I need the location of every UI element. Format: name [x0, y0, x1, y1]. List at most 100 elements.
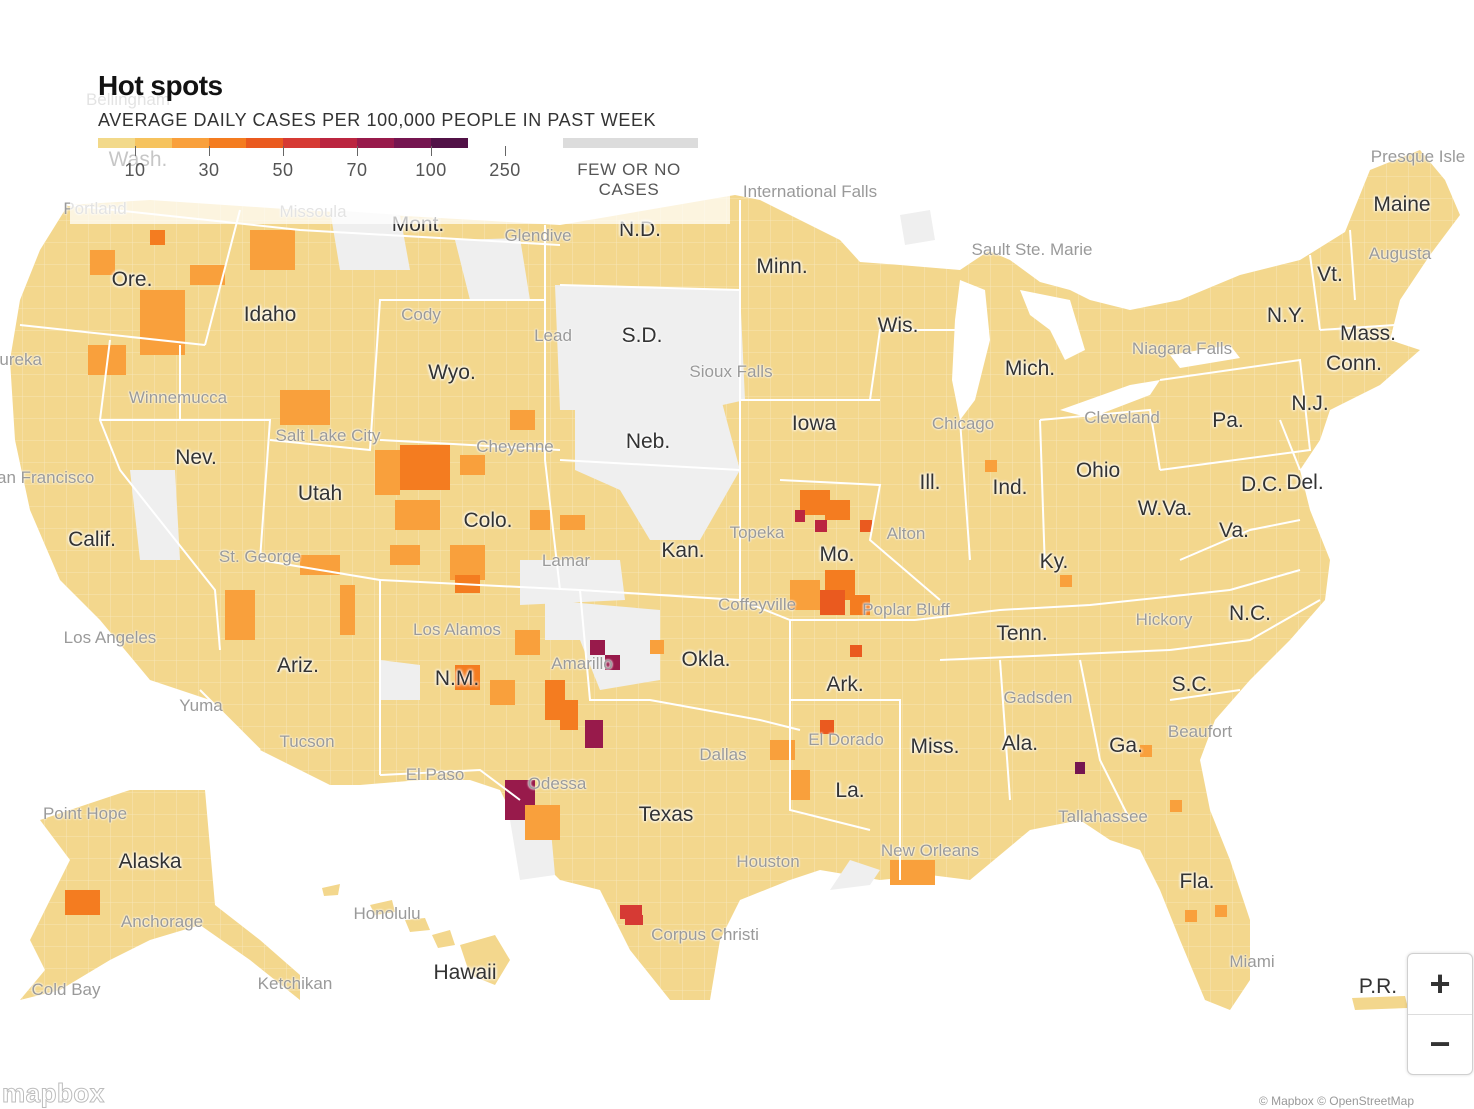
hotspot-county[interactable]: [850, 645, 862, 657]
hotspot-county[interactable]: [560, 700, 578, 730]
city-label-sioux: Sioux Falls: [689, 362, 773, 381]
state-label-hawaii: Hawaii: [433, 961, 497, 984]
hotspot-county[interactable]: [590, 640, 605, 655]
hotspot-county[interactable]: [1075, 762, 1085, 774]
hotspot-county[interactable]: [795, 510, 805, 522]
city-label-intl-falls: International Falls: [742, 182, 878, 201]
legend-swatch: [246, 138, 283, 148]
city-label-odessa: Odessa: [527, 774, 587, 793]
hotspot-county[interactable]: [1140, 745, 1152, 757]
hotspot-county[interactable]: [395, 500, 440, 530]
hotspot-county[interactable]: [400, 445, 450, 490]
city-label-chicago: Chicago: [931, 414, 995, 433]
state-label-nebraska: Neb.: [625, 430, 671, 453]
hotspot-county[interactable]: [560, 515, 585, 530]
city-label-eureka: Eureka: [0, 350, 42, 369]
hotspot-county[interactable]: [770, 740, 795, 760]
hotspot-county[interactable]: [510, 410, 535, 430]
state-label-pr: P.R.: [1358, 975, 1398, 998]
hotspot-county[interactable]: [1185, 910, 1197, 922]
hotspot-county[interactable]: [90, 250, 115, 275]
state-label-oregon: Ore.: [111, 268, 153, 291]
state-label-wva: W.Va.: [1137, 497, 1193, 520]
hotspot-county[interactable]: [585, 720, 603, 748]
hotspot-county[interactable]: [605, 655, 620, 670]
hotspot-county[interactable]: [300, 555, 340, 575]
hawaii[interactable]: [322, 884, 510, 985]
state-label-indiana: Ind.: [992, 476, 1028, 499]
legend-title: Hot spots: [98, 70, 223, 101]
hotspot-county[interactable]: [150, 230, 165, 245]
legend-few-cases-label: FEW OR NO CASES: [577, 160, 681, 199]
city-label-cheyenne: Cheyenne: [476, 437, 554, 456]
hotspot-county[interactable]: [650, 640, 664, 654]
state-label-iowa: Iowa: [791, 412, 837, 435]
map-attribution[interactable]: © Mapbox © OpenStreetMap: [1258, 1094, 1414, 1108]
city-label-niagara: Niagara Falls: [1131, 339, 1233, 358]
hotspot-county[interactable]: [1170, 800, 1182, 812]
hotspot-counties[interactable]: [65, 230, 1227, 925]
legend-tick-mark: [135, 146, 136, 156]
hotspot-county[interactable]: [820, 720, 834, 734]
hotspot-county[interactable]: [375, 450, 400, 495]
hotspot-county[interactable]: [985, 460, 997, 472]
hotspot-county[interactable]: [860, 520, 872, 532]
hotspot-county[interactable]: [455, 665, 480, 690]
state-label-nevada: Nev.: [175, 446, 217, 469]
zoom-in-button[interactable]: +: [1408, 954, 1472, 1015]
puerto-rico[interactable]: [1352, 996, 1408, 1010]
city-label-amarillo: Amarillo: [551, 654, 613, 673]
hotspot-county[interactable]: [190, 265, 225, 285]
hotspot-county[interactable]: [525, 805, 560, 840]
hotspot-county[interactable]: [790, 770, 810, 800]
hotspot-county[interactable]: [250, 230, 295, 270]
city-label-la: Los Angeles: [63, 628, 157, 647]
hotspot-county[interactable]: [490, 680, 515, 705]
state-label-mass: Mass.: [1339, 322, 1397, 345]
hotspot-county[interactable]: [890, 860, 935, 885]
hotspot-county[interactable]: [1215, 905, 1227, 917]
state-label-utah: Utah: [297, 482, 343, 505]
legend-tick-mark: [283, 146, 284, 156]
hotspot-county[interactable]: [515, 630, 540, 655]
hotspot-county[interactable]: [850, 595, 870, 615]
state-label-michigan: Mich.: [1004, 357, 1056, 380]
hotspot-county[interactable]: [390, 545, 420, 565]
state-label-arkansas: Ark.: [826, 673, 864, 696]
hotspot-county[interactable]: [1060, 575, 1072, 587]
state-label-oklahoma: Okla.: [681, 648, 731, 671]
hotspot-county[interactable]: [340, 585, 355, 635]
city-label-hickory: Hickory: [1135, 610, 1193, 629]
city-label-lamar: Lamar: [541, 551, 591, 570]
city-label-topeka: Topeka: [729, 523, 785, 542]
state-label-sc: S.C.: [1171, 673, 1213, 696]
hotspot-county[interactable]: [820, 590, 845, 615]
hotspot-county[interactable]: [225, 590, 255, 640]
city-label-eldorado: El Dorado: [808, 730, 884, 749]
zoom-out-button[interactable]: −: [1429, 1023, 1451, 1064]
city-label-winnemucca: Winnemucca: [128, 388, 228, 407]
city-label-cleveland: Cleveland: [1084, 408, 1160, 427]
state-label-ny: N.Y.: [1266, 304, 1306, 327]
legend-swatch: [283, 138, 320, 148]
state-label-arizona: Ariz.: [277, 654, 319, 677]
hotspot-county[interactable]: [460, 455, 485, 475]
hotspot-county[interactable]: [450, 545, 485, 580]
hotspot-county[interactable]: [790, 580, 820, 610]
city-label-miami: Miami: [1229, 952, 1275, 971]
hotspot-county[interactable]: [825, 500, 850, 520]
hotspot-county[interactable]: [280, 390, 330, 425]
city-label-tallahassee: Tallahassee: [1058, 807, 1148, 826]
hotspot-county[interactable]: [625, 915, 643, 925]
legend-swatch: [209, 138, 246, 148]
hotspot-county[interactable]: [530, 510, 550, 530]
hotspot-county[interactable]: [65, 890, 100, 915]
legend-tick-label: 250: [489, 160, 521, 180]
mapbox-logo[interactable]: mapbox: [2, 1078, 105, 1109]
hotspot-county[interactable]: [815, 520, 827, 532]
city-label-coffeyville: Coffeyville: [717, 595, 797, 614]
hotspot-county[interactable]: [140, 290, 185, 355]
city-label-sf: San Francisco: [0, 468, 95, 487]
state-label-minnesota: Minn.: [756, 255, 808, 278]
